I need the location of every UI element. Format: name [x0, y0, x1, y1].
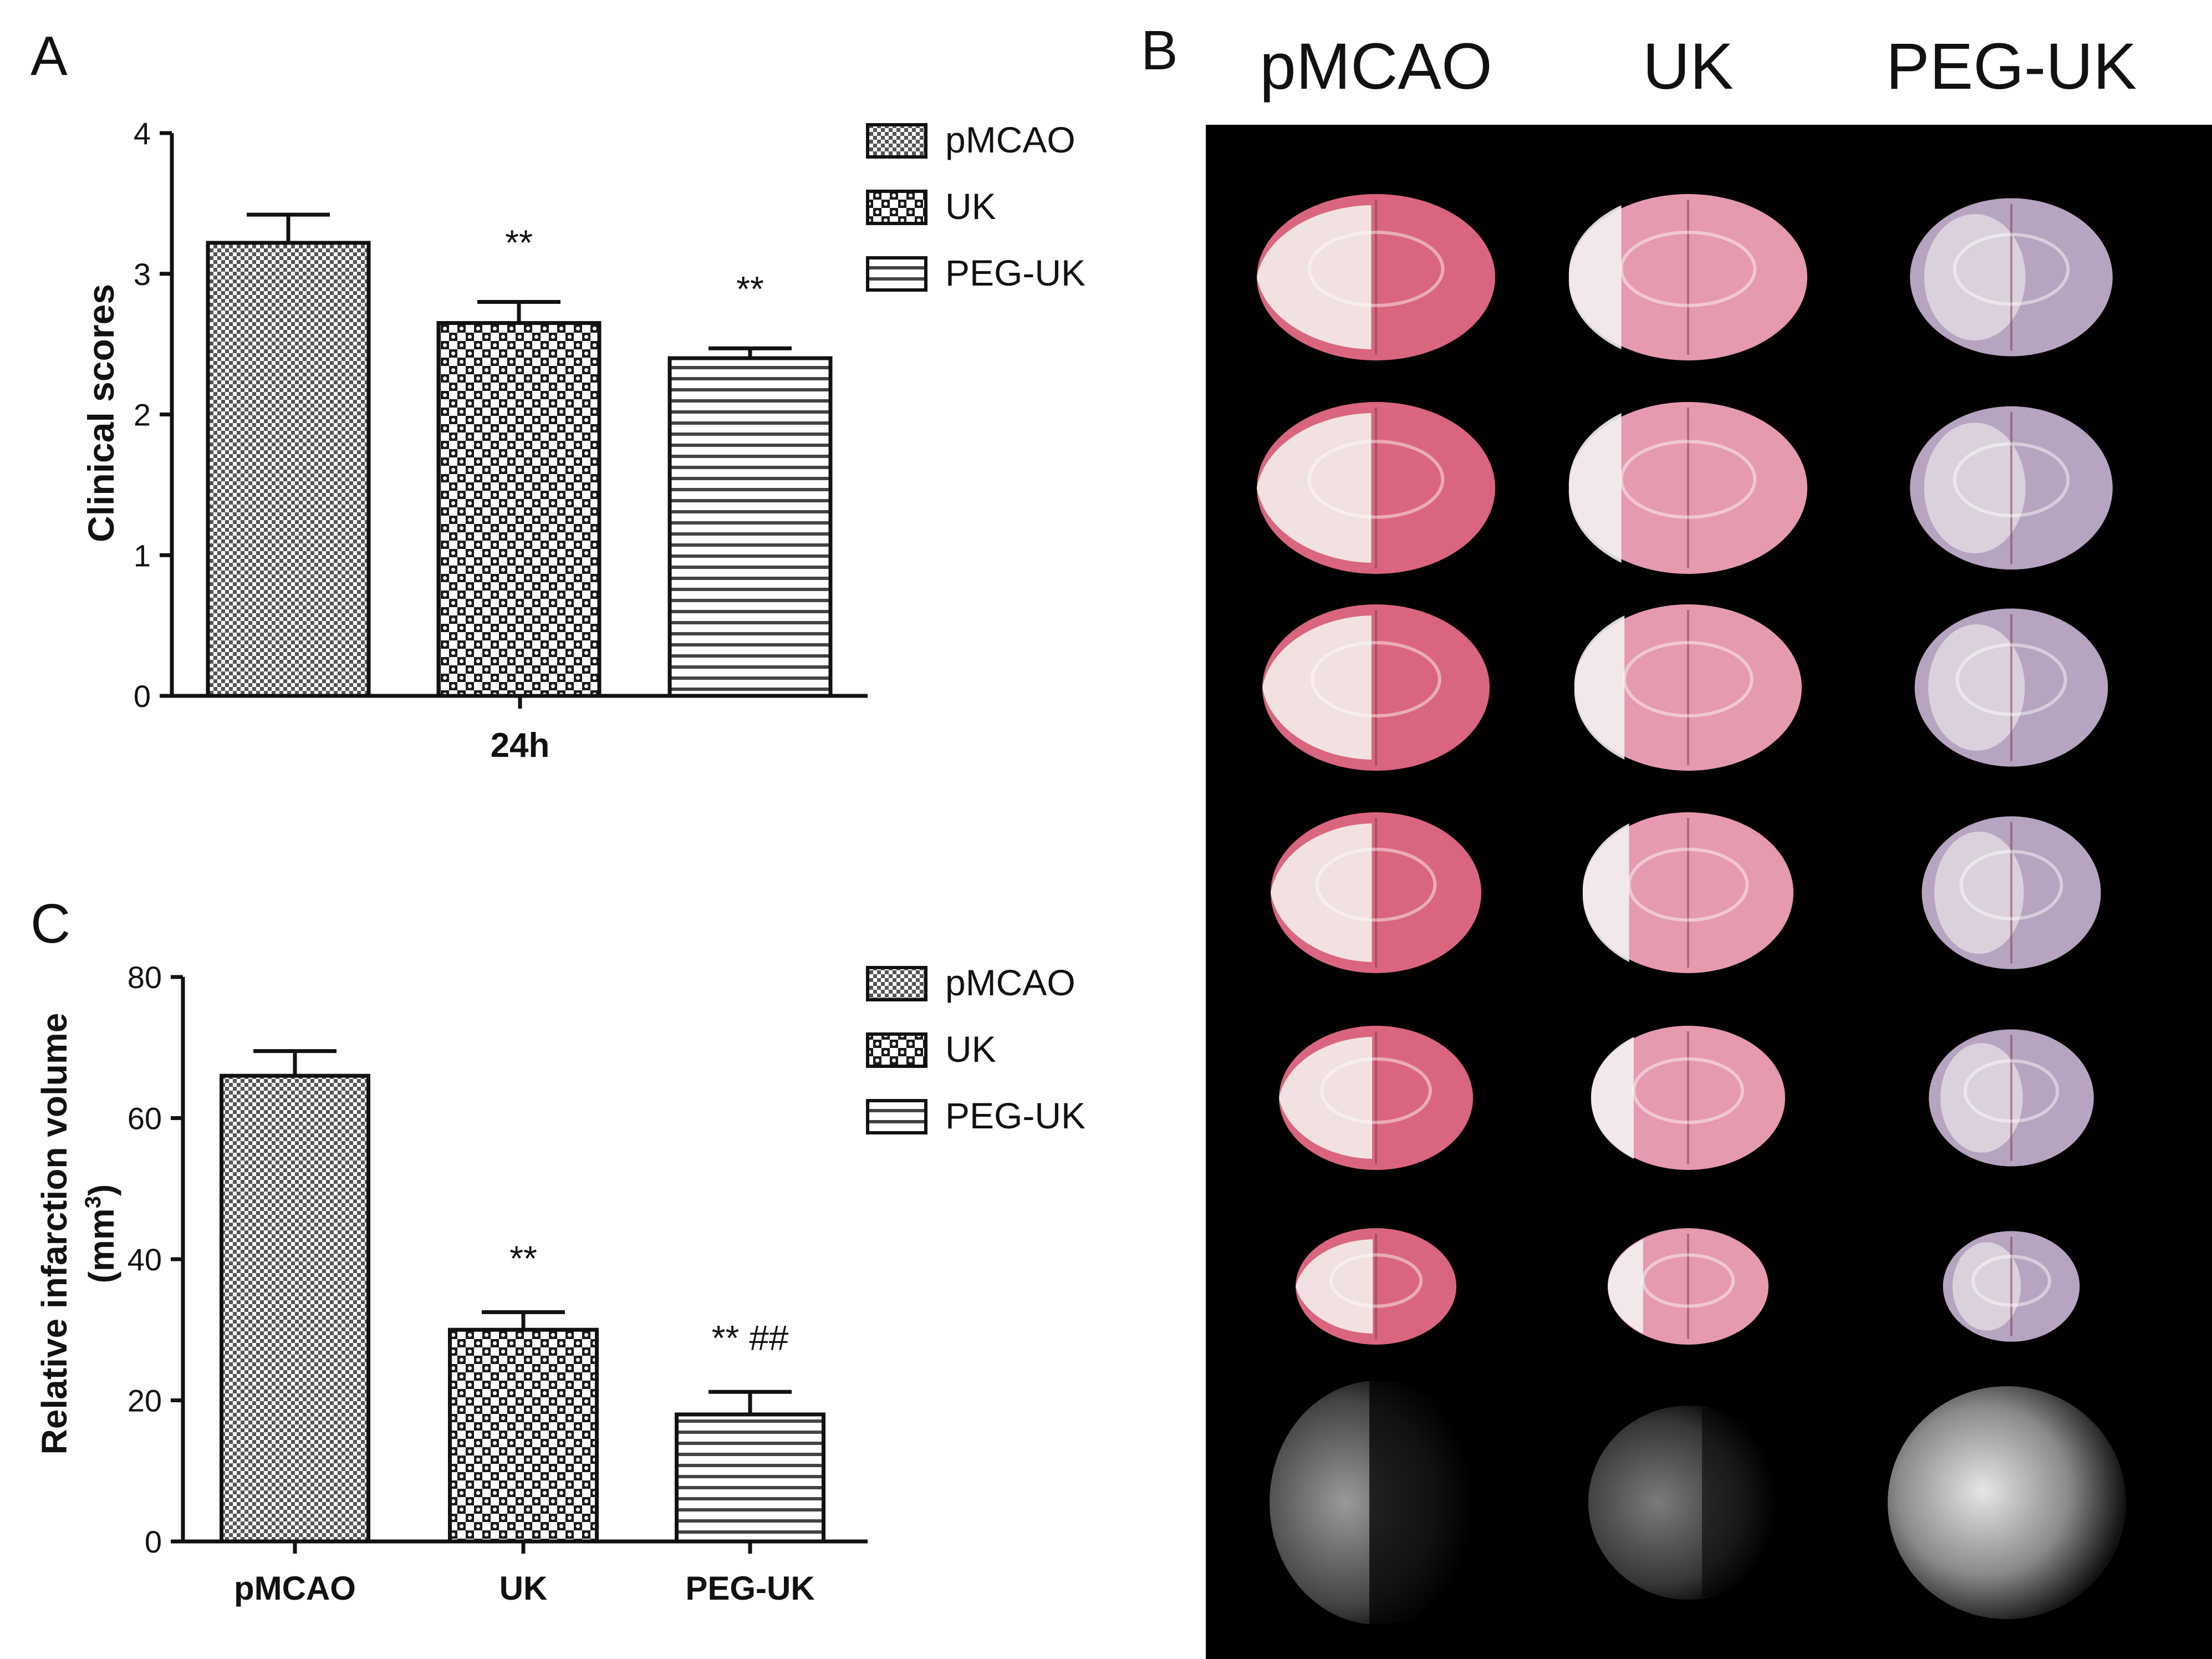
c-y-tick-label: 60: [128, 1101, 162, 1136]
c-x-tick-label: PEG-UK: [685, 1570, 814, 1607]
brain-slice: [1943, 1231, 2080, 1342]
c-legend-swatch-pmcao: [866, 966, 927, 1001]
c-y-tick-label: 0: [145, 1524, 162, 1559]
c-error-bar-uk: [482, 1310, 565, 1330]
c-significance-label: **: [509, 1238, 537, 1278]
c-legend-label: pMCAO: [945, 962, 1076, 1003]
brain-slice: [1929, 1029, 2094, 1167]
c-bar-uk: [448, 1327, 599, 1544]
c-unit-sup: 3: [81, 1196, 105, 1208]
c-legend-label: UK: [945, 1029, 996, 1070]
brain-slice: [1910, 198, 2113, 357]
a-y-tick-label: 4: [134, 116, 151, 151]
brain-slice: [1591, 1026, 1785, 1170]
a-error-bar-uk: [477, 300, 560, 323]
a-y-axis-title: Clinical scores: [80, 284, 121, 542]
brain-slice: [1922, 816, 2101, 969]
c-bar-peg-uk: [675, 1412, 825, 1544]
brain-slice: [1574, 604, 1802, 771]
a-y-tick-label: 3: [134, 257, 151, 292]
a-legend-label: UK: [945, 186, 996, 227]
a-significance-label: **: [736, 269, 764, 309]
c-error-bar-peg-uk: [709, 1390, 792, 1414]
a-error-bar-peg-uk: [709, 346, 792, 358]
c-legend-swatch-peg-uk: [866, 1099, 927, 1134]
a-y-tick-label: 1: [134, 538, 151, 573]
a-x-axis-title: 24h: [491, 726, 550, 765]
c-y-axis-unit: (mm3): [81, 1184, 121, 1284]
a-legend-label: PEG-UK: [945, 252, 1085, 293]
brain-slice: [1262, 604, 1490, 771]
a-bar-pmcao: [206, 241, 371, 698]
c-significance-label: ** ##: [712, 1318, 789, 1358]
panel-b-label: B: [1141, 19, 1178, 82]
c-unit-suffix: ): [81, 1184, 121, 1196]
a-legend-swatch-pmcao: [866, 123, 927, 159]
a-bar-peg-uk: [667, 356, 833, 698]
brain-slice: [1568, 194, 1807, 360]
brain-slice: [1608, 1228, 1768, 1345]
c-bar-pmcao: [220, 1073, 370, 1544]
panel-a-chart: A Clinical scores 0 1 2 3 4 ** ** 24h pMCAO UK…: [30, 25, 1085, 765]
a-legend-swatch-uk: [866, 190, 927, 225]
a-significance-label: **: [505, 223, 533, 263]
a-legend-swatch-peg-uk: [866, 256, 927, 292]
brain-slice: [1296, 1228, 1456, 1345]
a-y-tick-label: 2: [134, 398, 151, 432]
panel-b-image: B pMCAO UK PEG-UK: [1141, 19, 2212, 1659]
brain-slice: [1582, 812, 1793, 973]
c-legend-label: PEG-UK: [945, 1095, 1085, 1136]
b-column-header-uk: UK: [1643, 30, 1734, 103]
c-unit-prefix: (mm: [81, 1208, 121, 1283]
brain-slice: [1914, 608, 2108, 767]
c-y-axis-title: Relative infarction volume: [34, 1013, 74, 1455]
brain-slice: [1271, 812, 1481, 973]
a-y-tick-label: 0: [134, 679, 151, 714]
b-column-header-pmcao: pMCAO: [1260, 30, 1492, 103]
c-x-tick-label: UK: [500, 1570, 548, 1607]
a-legend-label: pMCAO: [945, 119, 1076, 160]
panel-c-label: C: [30, 893, 70, 955]
brain-slice: [1257, 402, 1495, 574]
a-bar-uk: [436, 321, 602, 698]
c-error-bar-pmcao: [253, 1049, 337, 1076]
b-column-header-peg-uk: PEG-UK: [1886, 30, 2137, 103]
brain-slice: [1568, 402, 1807, 574]
panel-c-chart: C Relative infarction volume (mm3) 0 20 40…: [30, 893, 1085, 1607]
c-legend-swatch-uk: [866, 1032, 927, 1068]
brain-slice: [1910, 406, 2113, 570]
brain-slice: [1257, 194, 1495, 360]
c-y-tick-label: 80: [128, 960, 162, 995]
c-y-tick-label: 20: [128, 1383, 162, 1418]
c-x-tick-label: pMCAO: [234, 1570, 356, 1607]
mri-scans: [1270, 1381, 2126, 1625]
brain-slice: [1279, 1026, 1473, 1170]
c-y-tick-label: 40: [128, 1242, 162, 1277]
panel-a-label: A: [30, 25, 68, 87]
a-error-bar-pmcao: [247, 212, 330, 243]
brain-slices-photo: [1257, 194, 2126, 1625]
